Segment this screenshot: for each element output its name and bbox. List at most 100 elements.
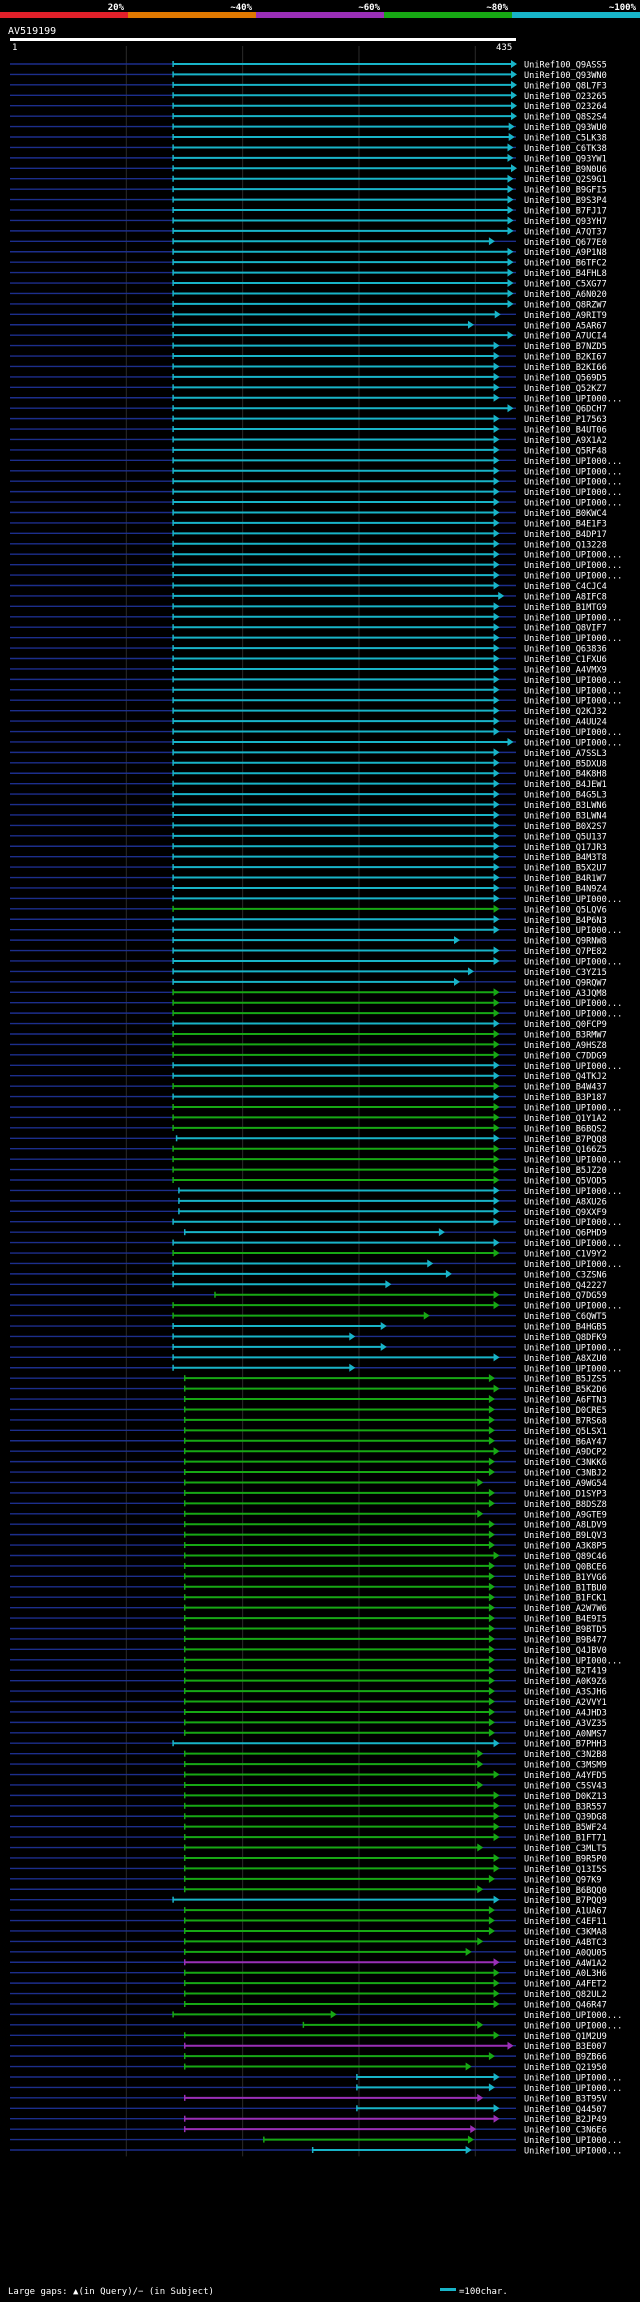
hit-row[interactable]: UniRef100_B7RS68 [10, 1415, 607, 1427]
hit-row[interactable]: UniRef100_Q2S9G1 [10, 174, 607, 186]
hit-row[interactable]: UniRef100_B9LQV3 [10, 1530, 607, 1542]
hit-label[interactable]: UniRef100_Q39DG8 [524, 1813, 607, 1823]
hit-label[interactable]: UniRef100_B2KI67 [524, 353, 607, 363]
hit-row[interactable]: UniRef100_Q8L7F3 [10, 80, 607, 92]
hit-label[interactable]: UniRef100_Q17JR3 [524, 843, 607, 853]
hit-row[interactable]: UniRef100_B7PQQ8 [10, 1134, 607, 1145]
hit-label[interactable]: UniRef100_C3ZSN6 [524, 1270, 607, 1280]
hit-row[interactable]: UniRef100_Q6DCH7 [10, 404, 607, 415]
hit-label[interactable]: UniRef100_UPI000... [524, 394, 622, 404]
hit-label[interactable]: UniRef100_UPI000... [524, 499, 622, 509]
hit-label[interactable]: UniRef100_UPI000... [524, 676, 622, 686]
hit-row[interactable]: UniRef100_B4FHL8 [10, 268, 607, 280]
hit-label[interactable]: UniRef100_A9WG54 [524, 1479, 607, 1489]
hit-label[interactable]: UniRef100_UPI000... [524, 634, 622, 644]
hit-row[interactable]: UniRef100_Q9ASS5 [10, 60, 607, 71]
hit-row[interactable]: UniRef100_A4YFD5 [10, 1770, 607, 1782]
hit-row[interactable]: UniRef100_UPI000... [10, 2146, 622, 2157]
hit-row[interactable]: UniRef100_UPI000... [10, 1155, 622, 1166]
hit-label[interactable]: UniRef100_UPI000... [524, 1656, 622, 1666]
hit-label[interactable]: UniRef100_Q13228 [524, 540, 607, 550]
hit-label[interactable]: UniRef100_Q46R47 [524, 2000, 607, 2010]
hit-row[interactable]: UniRef100_UPI000... [10, 487, 622, 499]
hit-row[interactable]: UniRef100_B4HGB5 [10, 1322, 607, 1333]
hit-row[interactable]: UniRef100_Q42227 [10, 1280, 607, 1291]
hit-row[interactable]: UniRef100_UPI000... [10, 696, 622, 707]
hit-row[interactable]: UniRef100_B9N0U6 [10, 164, 607, 175]
hit-label[interactable]: UniRef100_UPI000... [524, 572, 622, 582]
hit-label[interactable]: UniRef100_B4N9Z4 [524, 884, 607, 894]
hit-row[interactable]: UniRef100_Q7PE82 [10, 946, 607, 958]
hit-row[interactable]: UniRef100_B5JZ20 [10, 1165, 607, 1177]
hit-label[interactable]: UniRef100_A9HSZ8 [524, 1041, 607, 1051]
hit-row[interactable]: UniRef100_D1SYP3 [10, 1488, 607, 1500]
hit-label[interactable]: UniRef100_B7PQQ9 [524, 1896, 607, 1906]
hit-row[interactable]: UniRef100_UPI000... [10, 2135, 622, 2147]
hit-label[interactable]: UniRef100_B4P6N3 [524, 916, 607, 926]
hit-row[interactable]: UniRef100_Q5RF48 [10, 445, 607, 457]
hit-label[interactable]: UniRef100_UPI000... [524, 1343, 622, 1353]
hit-row[interactable]: UniRef100_Q677E0 [10, 237, 607, 248]
hit-label[interactable]: UniRef100_A7SSL3 [524, 749, 607, 759]
hit-label[interactable]: UniRef100_B4JEW1 [524, 780, 607, 790]
hit-row[interactable]: UniRef100_C5LK38 [10, 133, 607, 144]
hit-row[interactable]: UniRef100_B4M3T8 [10, 852, 607, 864]
hit-label[interactable]: UniRef100_B4W437 [524, 1083, 607, 1093]
hit-row[interactable]: UniRef100_UPI000... [10, 1301, 622, 1312]
hit-row[interactable]: UniRef100_UPI000... [10, 1342, 622, 1354]
hit-row[interactable]: UniRef100_B8DSZ8 [10, 1499, 607, 1510]
hit-label[interactable]: UniRef100_A7UCI4 [524, 332, 607, 342]
hit-label[interactable]: UniRef100_UPI000... [524, 2021, 622, 2031]
hit-row[interactable]: UniRef100_B3T95V [10, 2093, 607, 2105]
hit-label[interactable]: UniRef100_B4E9I5 [524, 1615, 607, 1625]
hit-row[interactable]: UniRef100_A7UCI4 [10, 331, 607, 342]
hit-label[interactable]: UniRef100_A3JQM8 [524, 989, 607, 999]
hit-row[interactable]: UniRef100_UPI000... [10, 498, 622, 509]
hit-label[interactable]: UniRef100_C3YZ15 [524, 968, 607, 978]
hit-label[interactable]: UniRef100_Q4JBV0 [524, 1646, 607, 1656]
hit-label[interactable]: UniRef100_B1YVG6 [524, 1573, 607, 1583]
hit-row[interactable]: UniRef100_B0X2S7 [10, 821, 607, 832]
hit-label[interactable]: UniRef100_UPI000... [524, 478, 622, 488]
hit-label[interactable]: UniRef100_A0NMS7 [524, 1729, 607, 1739]
hit-label[interactable]: UniRef100_A9RIT9 [524, 311, 607, 321]
hit-label[interactable]: UniRef100_Q569D5 [524, 373, 607, 383]
hit-label[interactable]: UniRef100_B6BQS2 [524, 1124, 607, 1134]
hit-row[interactable]: UniRef100_A4VMX9 [10, 664, 607, 676]
hit-row[interactable]: UniRef100_UPI000... [10, 612, 622, 624]
hit-row[interactable]: UniRef100_C6TK38 [10, 143, 607, 154]
hit-row[interactable]: UniRef100_Q7DG59 [10, 1290, 607, 1302]
hit-label[interactable]: UniRef100_Q93YW1 [524, 154, 607, 164]
hit-row[interactable]: UniRef100_A9DCP2 [10, 1447, 607, 1458]
hit-label[interactable]: UniRef100_A6N020 [524, 290, 607, 300]
hit-row[interactable]: UniRef100_B5WF24 [10, 1822, 607, 1834]
hit-row[interactable]: UniRef100_C1V9Y2 [10, 1249, 607, 1260]
hit-label[interactable]: UniRef100_B7PQQ8 [524, 1135, 607, 1145]
hit-label[interactable]: UniRef100_A9X1A2 [524, 436, 607, 446]
hit-label[interactable]: UniRef100_A4YFD5 [524, 1771, 607, 1781]
hit-row[interactable]: UniRef100_UPI000... [10, 685, 622, 697]
hit-row[interactable]: UniRef100_Q5VOD5 [10, 1176, 607, 1187]
hit-label[interactable]: UniRef100_UPI000... [524, 895, 622, 905]
hit-row[interactable]: UniRef100_UPI000... [10, 456, 622, 467]
hit-label[interactable]: UniRef100_UPI000... [524, 1302, 622, 1312]
hit-label[interactable]: UniRef100_O23264 [524, 102, 607, 112]
hit-label[interactable]: UniRef100_UPI000... [524, 1104, 622, 1114]
hit-row[interactable]: UniRef100_A0K9Z6 [10, 1676, 607, 1688]
hit-label[interactable]: UniRef100_B2T419 [524, 1667, 607, 1677]
hit-label[interactable]: UniRef100_C6TK38 [524, 144, 607, 154]
hit-label[interactable]: UniRef100_B7RS68 [524, 1416, 607, 1426]
hit-row[interactable]: UniRef100_A8LDV9 [10, 1520, 607, 1531]
hit-label[interactable]: UniRef100_UPI000... [524, 2147, 622, 2157]
hit-row[interactable]: UniRef100_A1UA67 [10, 1906, 607, 1917]
hit-label[interactable]: UniRef100_UPI000... [524, 999, 622, 1009]
hit-row[interactable]: UniRef100_UPI000... [10, 1238, 622, 1250]
hit-label[interactable]: UniRef100_Q82UL2 [524, 1990, 607, 2000]
hit-label[interactable]: UniRef100_B8DSZ8 [524, 1500, 607, 1510]
hit-row[interactable]: UniRef100_A3JQM8 [10, 988, 607, 999]
hit-row[interactable]: UniRef100_B5K2D6 [10, 1384, 607, 1396]
hit-label[interactable]: UniRef100_UPI000... [524, 738, 622, 748]
hit-label[interactable]: UniRef100_B6BQQ0 [524, 1886, 607, 1896]
hit-row[interactable]: UniRef100_A3K8P5 [10, 1541, 607, 1552]
hit-row[interactable]: UniRef100_A4W1A2 [10, 1958, 607, 1969]
